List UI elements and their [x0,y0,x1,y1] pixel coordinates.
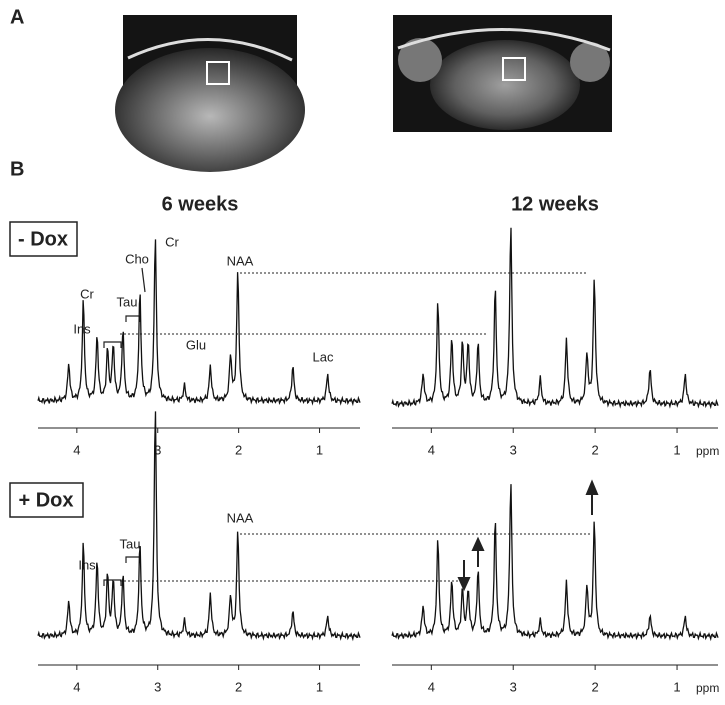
peak-label: Glu [186,337,206,352]
tick-label: 1 [316,679,323,694]
tick-label: 2 [235,442,242,457]
peak-label: Cr [80,286,94,301]
peak-label: Tau [120,536,141,551]
mri-image-right [393,15,612,132]
column-title: 6 weeks [162,193,239,215]
tick-label: 1 [673,679,680,694]
row-box [9,482,84,518]
tick-label: 4 [73,679,80,694]
column-title: 12 weeks [511,193,599,215]
arrows [457,479,599,592]
axis-unit: ppm [696,444,719,458]
row-title: + Dox [18,489,73,511]
tick-label: 4 [428,679,435,694]
peak-label: Cr [165,234,179,249]
spectrum [391,484,719,642]
tick-label: 1 [316,442,323,457]
peak-label: Ins [78,557,96,572]
reference-lines [120,272,590,582]
row-box [9,221,78,257]
peak-label: Tau [117,294,138,309]
axis-unit: ppm [696,681,719,695]
mri-image-left [115,15,305,172]
peak-label: Cho [125,251,149,266]
spectrum [37,239,361,407]
tick-label: 3 [154,442,161,457]
tick-label: 2 [592,442,599,457]
tick-label: 2 [592,679,599,694]
spectrum [391,227,719,410]
peak-label: NAA [227,253,254,268]
peak-label: NAA [227,510,254,525]
row-title: - Dox [18,228,68,250]
tick-label: 1 [673,442,680,457]
tick-label: 3 [510,442,517,457]
panel-label: A [10,6,24,28]
tick-label: 4 [73,442,80,457]
tick-label: 2 [235,679,242,694]
panel-label: B [10,158,24,180]
tick-label: 3 [510,679,517,694]
tick-label: 3 [154,679,161,694]
tick-label: 4 [428,442,435,457]
peak-label: Lac [313,349,334,364]
spectrum [37,411,361,642]
